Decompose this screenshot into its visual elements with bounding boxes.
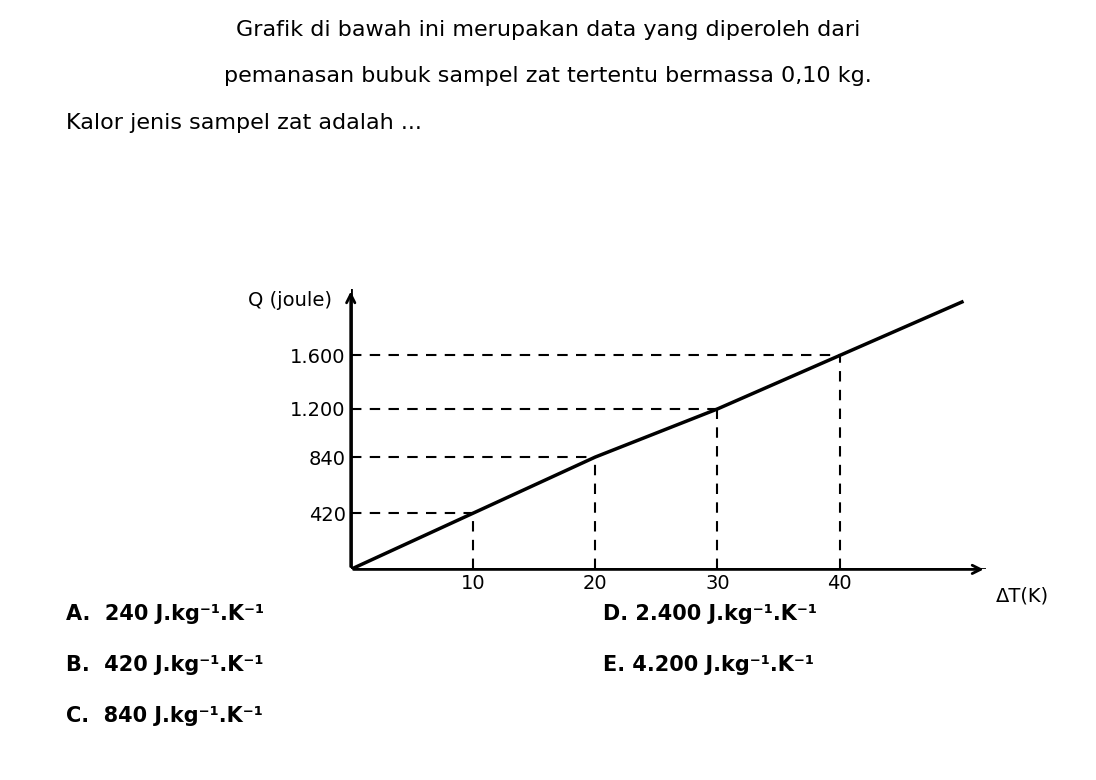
Text: B.  420 J.kg⁻¹.K⁻¹: B. 420 J.kg⁻¹.K⁻¹ (66, 655, 263, 675)
Text: Kalor jenis sampel zat adalah ...: Kalor jenis sampel zat adalah ... (66, 113, 422, 133)
Text: D. 2.400 J.kg⁻¹.K⁻¹: D. 2.400 J.kg⁻¹.K⁻¹ (603, 604, 817, 625)
Text: Grafik di bawah ini merupakan data yang diperoleh dari: Grafik di bawah ini merupakan data yang … (236, 20, 860, 40)
Text: pemanasan bubuk sampel zat tertentu bermassa 0,10 kg.: pemanasan bubuk sampel zat tertentu berm… (224, 66, 872, 87)
Text: E. 4.200 J.kg⁻¹.K⁻¹: E. 4.200 J.kg⁻¹.K⁻¹ (603, 655, 814, 675)
Text: ΔT(K): ΔT(K) (996, 587, 1049, 606)
Text: C.  840 J.kg⁻¹.K⁻¹: C. 840 J.kg⁻¹.K⁻¹ (66, 706, 263, 726)
Text: Q (joule): Q (joule) (249, 292, 332, 310)
Text: A.  240 J.kg⁻¹.K⁻¹: A. 240 J.kg⁻¹.K⁻¹ (66, 604, 264, 625)
